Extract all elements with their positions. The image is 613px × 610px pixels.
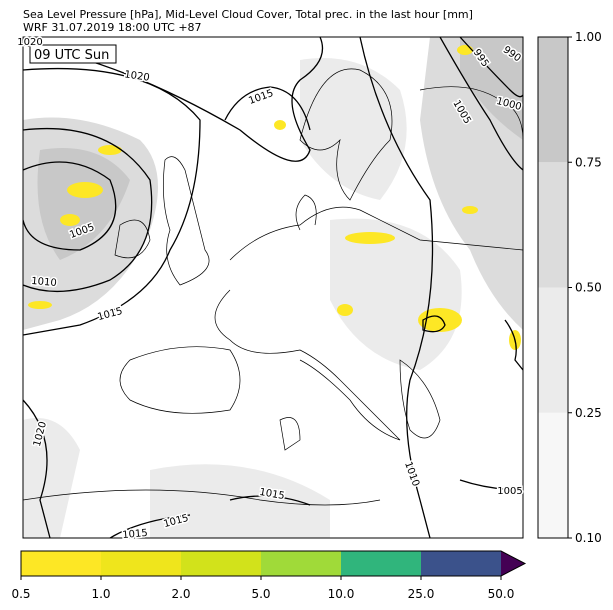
cloud-colorbar-segment xyxy=(538,162,568,288)
precip-colorbar-label: 50.0 xyxy=(488,587,515,601)
time-label: 09 UTC Sun xyxy=(34,48,109,63)
precip xyxy=(28,45,521,350)
precip-colorbar-segment xyxy=(421,551,501,576)
title-line: WRF 31.07.2019 18:00 UTC +87 xyxy=(23,21,202,34)
precip-colorbar-segment xyxy=(261,551,341,576)
map-frame xyxy=(22,36,524,539)
isobar-label: 1015 xyxy=(122,528,148,541)
precip-colorbar-extend xyxy=(501,551,525,576)
cloud-core xyxy=(37,148,130,260)
precip-colorbar-label: 1.0 xyxy=(91,587,110,601)
precip-colorbar-segment xyxy=(181,551,261,576)
isobar-label: 1005 xyxy=(497,486,522,497)
map-area xyxy=(23,37,523,538)
cloud-colorbar-label: 0.50 xyxy=(575,281,602,295)
cloud-colorbar-segment xyxy=(538,287,568,413)
cloud-core xyxy=(460,37,523,140)
precip-colorbar-label: 5.0 xyxy=(251,587,270,601)
cloud-colorbar-label: 0.75 xyxy=(575,155,602,169)
cloud-colorbar-label: 0.10 xyxy=(575,531,602,545)
precip-colorbar-label: 25.0 xyxy=(408,587,435,601)
cloud-colorbar-segment xyxy=(538,37,568,163)
title-line: Sea Level Pressure [hPa], Mid-Level Clou… xyxy=(23,8,473,21)
precip-colorbar-label: 10.0 xyxy=(328,587,355,601)
cloud-colorbar-segment xyxy=(538,412,568,538)
precip-colorbar-label: 0.5 xyxy=(11,587,30,601)
precip-colorbar-segment xyxy=(341,551,421,576)
isobar xyxy=(23,37,523,538)
isobar-label: 1020 xyxy=(124,69,151,83)
coastline xyxy=(23,68,523,506)
cloud-colorbar-label: 1.00 xyxy=(575,30,602,44)
cloud-colorbar-label: 0.25 xyxy=(575,406,602,420)
precip-colorbar-label: 2.0 xyxy=(171,587,190,601)
time-label-box xyxy=(29,44,117,64)
precip-colorbar-segment xyxy=(101,551,181,576)
isobar-label: 1010 xyxy=(31,276,57,289)
precip-colorbar-segment xyxy=(21,551,101,576)
precip-colorbar-frame xyxy=(20,550,527,577)
isobar-label: 1020 xyxy=(17,37,42,48)
